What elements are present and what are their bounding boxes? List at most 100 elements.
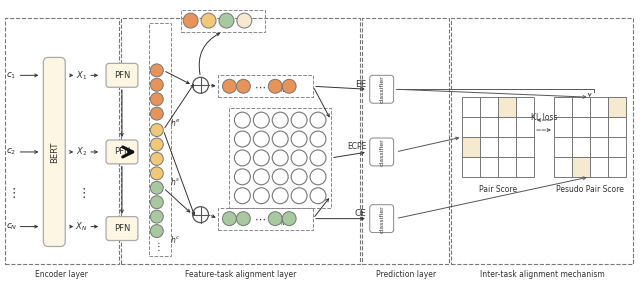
Text: $h^s$: $h^s$ bbox=[170, 176, 180, 187]
Circle shape bbox=[310, 131, 326, 147]
Circle shape bbox=[150, 78, 163, 91]
Bar bbox=[121, 18, 360, 264]
Circle shape bbox=[236, 212, 250, 226]
Circle shape bbox=[291, 188, 307, 204]
Text: EE: EE bbox=[356, 80, 367, 89]
Circle shape bbox=[268, 79, 282, 93]
Bar bbox=[462, 157, 480, 177]
FancyBboxPatch shape bbox=[106, 63, 138, 87]
Circle shape bbox=[234, 169, 250, 185]
Circle shape bbox=[234, 131, 250, 147]
Circle shape bbox=[150, 93, 163, 106]
Circle shape bbox=[219, 13, 234, 28]
Bar bbox=[516, 157, 534, 177]
Text: classifier: classifier bbox=[379, 76, 384, 103]
Text: PFN: PFN bbox=[114, 224, 130, 233]
Bar bbox=[572, 97, 589, 117]
Bar bbox=[498, 157, 516, 177]
Circle shape bbox=[310, 112, 326, 128]
Bar bbox=[218, 208, 313, 230]
Circle shape bbox=[272, 150, 288, 166]
Circle shape bbox=[150, 124, 163, 137]
Text: classifier: classifier bbox=[379, 205, 384, 233]
Text: $c_2$: $c_2$ bbox=[6, 147, 17, 157]
Bar bbox=[480, 117, 498, 137]
Circle shape bbox=[150, 107, 163, 120]
Bar bbox=[572, 117, 589, 137]
Bar bbox=[607, 97, 625, 117]
Text: $r_1^c$: $r_1^c$ bbox=[225, 217, 234, 229]
Text: $X_1$: $X_1$ bbox=[76, 69, 87, 82]
Circle shape bbox=[223, 79, 236, 93]
FancyBboxPatch shape bbox=[370, 205, 394, 233]
Circle shape bbox=[183, 13, 198, 28]
Bar bbox=[218, 75, 313, 97]
Bar bbox=[589, 97, 607, 117]
Circle shape bbox=[193, 77, 209, 93]
Circle shape bbox=[237, 13, 252, 28]
Text: $r_1^e$: $r_1^e$ bbox=[225, 84, 234, 96]
Circle shape bbox=[291, 131, 307, 147]
Circle shape bbox=[291, 150, 307, 166]
Bar bbox=[554, 137, 572, 157]
Bar bbox=[589, 117, 607, 137]
Text: ECPE: ECPE bbox=[348, 142, 367, 152]
Circle shape bbox=[253, 131, 269, 147]
Text: $\cdots$: $\cdots$ bbox=[254, 214, 266, 224]
Bar bbox=[498, 97, 516, 117]
Bar bbox=[572, 157, 589, 177]
Bar bbox=[462, 97, 480, 117]
Text: $r_N^c$: $r_N^c$ bbox=[278, 217, 286, 229]
Circle shape bbox=[150, 152, 163, 165]
Circle shape bbox=[272, 112, 288, 128]
Circle shape bbox=[272, 169, 288, 185]
Bar bbox=[498, 117, 516, 137]
Bar bbox=[607, 157, 625, 177]
FancyBboxPatch shape bbox=[370, 138, 394, 166]
Bar bbox=[572, 137, 589, 157]
Bar bbox=[554, 97, 572, 117]
Bar bbox=[498, 137, 516, 157]
Text: $\vdots$: $\vdots$ bbox=[153, 240, 161, 253]
Text: $h^c$: $h^c$ bbox=[170, 234, 180, 245]
FancyBboxPatch shape bbox=[106, 140, 138, 164]
Text: Pesudo Pair Score: Pesudo Pair Score bbox=[556, 185, 623, 194]
Circle shape bbox=[223, 212, 236, 226]
Bar bbox=[362, 18, 449, 264]
Circle shape bbox=[236, 79, 250, 93]
Circle shape bbox=[150, 181, 163, 194]
Circle shape bbox=[310, 188, 326, 204]
Circle shape bbox=[234, 150, 250, 166]
Circle shape bbox=[253, 150, 269, 166]
Text: $\vdots$: $\vdots$ bbox=[153, 182, 161, 195]
Text: $r_N^e$: $r_N^e$ bbox=[278, 84, 286, 96]
Bar bbox=[462, 117, 480, 137]
Bar bbox=[589, 137, 607, 157]
Circle shape bbox=[253, 188, 269, 204]
Bar bbox=[554, 117, 572, 137]
Circle shape bbox=[150, 167, 163, 180]
Text: $\cdots$: $\cdots$ bbox=[254, 81, 266, 91]
Text: Feature-task alignment layer: Feature-task alignment layer bbox=[185, 270, 296, 279]
Circle shape bbox=[310, 150, 326, 166]
Text: $X_N$: $X_N$ bbox=[75, 220, 87, 233]
Text: PFN: PFN bbox=[114, 71, 130, 80]
FancyBboxPatch shape bbox=[106, 217, 138, 241]
Bar bbox=[480, 97, 498, 117]
Text: BERT: BERT bbox=[50, 141, 59, 163]
Text: $c_N$: $c_N$ bbox=[6, 221, 17, 232]
Circle shape bbox=[253, 169, 269, 185]
Circle shape bbox=[272, 131, 288, 147]
Circle shape bbox=[150, 196, 163, 209]
Bar bbox=[516, 137, 534, 157]
Text: Encoder layer: Encoder layer bbox=[35, 270, 88, 279]
Bar bbox=[180, 10, 265, 32]
Text: Prediction layer: Prediction layer bbox=[376, 270, 436, 279]
FancyBboxPatch shape bbox=[370, 75, 394, 103]
Text: $X_2$: $X_2$ bbox=[76, 146, 87, 158]
Text: $\vdots$: $\vdots$ bbox=[77, 186, 86, 200]
Text: CE: CE bbox=[355, 209, 367, 218]
Bar bbox=[589, 157, 607, 177]
Bar bbox=[516, 117, 534, 137]
Text: $\vdots$: $\vdots$ bbox=[153, 123, 161, 136]
